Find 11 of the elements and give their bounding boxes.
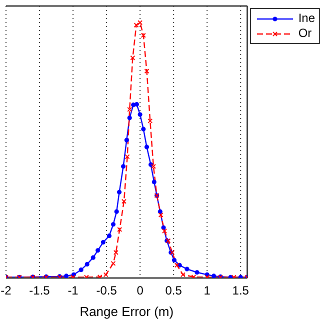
x-tick-label: 0 — [136, 284, 144, 298]
x-tick-label: 1.5 — [232, 284, 250, 298]
legend-label: Ine — [298, 11, 315, 26]
x-tick-label: -0.5 — [96, 284, 118, 298]
x-tick-label: 0.5 — [165, 284, 182, 298]
x-tick-label: 1 — [204, 284, 211, 298]
x-tick-label: -1 — [68, 284, 79, 298]
x-tick-label: -2 — [0, 284, 12, 298]
x-tick-label: -1.5 — [29, 284, 50, 298]
legend-label: Or — [298, 26, 312, 41]
x-axis-title: Range Error (m) — [80, 304, 174, 319]
